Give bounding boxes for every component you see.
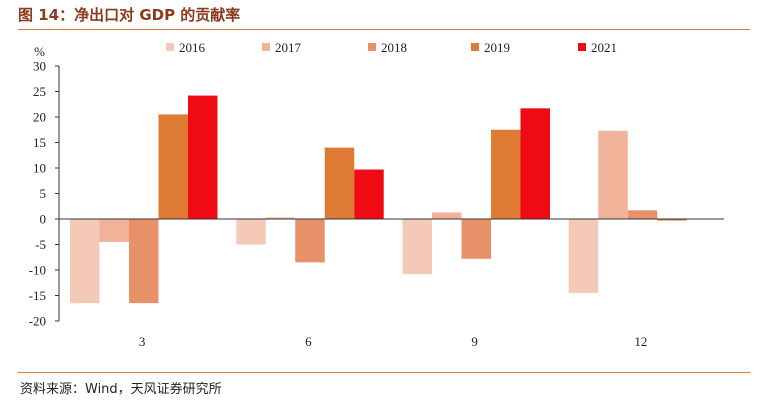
y-tick-label: -5 xyxy=(35,237,46,252)
bar-2017-6 xyxy=(265,217,296,219)
legend-label-2021: 2021 xyxy=(591,40,617,55)
legend-label-2018: 2018 xyxy=(381,40,407,55)
bar-2016-9 xyxy=(402,219,432,275)
bar-2019-6 xyxy=(324,147,355,219)
chart-title: 图 14：净出口对 GDP 的贡献率 xyxy=(18,6,241,24)
x-tick-label: 12 xyxy=(634,334,647,349)
bar-2018-12 xyxy=(627,210,658,219)
bar-2018-3 xyxy=(129,219,159,304)
y-unit-label: % xyxy=(34,44,45,59)
bar-2021-9 xyxy=(520,108,550,219)
source-note: 资料来源：Wind，天风证券研究所 xyxy=(20,382,222,397)
bar-2021-3 xyxy=(188,95,218,219)
y-tick-label: 5 xyxy=(40,186,47,201)
bar-2017-3 xyxy=(99,219,129,242)
source-divider xyxy=(18,372,750,373)
bar-2016-6 xyxy=(236,219,266,245)
bar-2019-12 xyxy=(657,219,687,221)
y-tick-label: -15 xyxy=(29,288,46,303)
bar-2017-12 xyxy=(598,130,628,219)
bar-2019-3 xyxy=(158,114,188,219)
bar-2017-9 xyxy=(432,212,462,219)
y-tick-label: 25 xyxy=(33,84,46,99)
bar-2018-6 xyxy=(295,219,325,263)
x-tick-label: 6 xyxy=(305,334,312,349)
legend-swatch-2017 xyxy=(262,43,270,51)
y-tick-label: -20 xyxy=(29,314,46,329)
legend-label-2019: 2019 xyxy=(484,40,510,55)
bar-2018-9 xyxy=(461,219,491,259)
legend-label-2017: 2017 xyxy=(275,40,302,55)
y-tick-label: 10 xyxy=(33,161,46,176)
y-tick-label: 15 xyxy=(33,135,46,150)
bars xyxy=(70,95,687,304)
legend: 2016 2017 2018 2019 2021 xyxy=(166,40,617,55)
y-tick-label: 30 xyxy=(33,59,46,74)
title-divider xyxy=(18,29,750,30)
legend-swatch-2019 xyxy=(471,43,479,51)
x-axis: 3 6 9 12 xyxy=(59,218,724,349)
bar-2016-3 xyxy=(70,219,100,304)
y-tick-label: 20 xyxy=(33,110,46,125)
legend-swatch-2021 xyxy=(578,43,586,51)
bar-2021-6 xyxy=(354,169,384,219)
legend-swatch-2016 xyxy=(166,43,174,51)
legend-label-2016: 2016 xyxy=(179,40,206,55)
legend-swatch-2018 xyxy=(368,43,376,51)
bar-2019-9 xyxy=(491,129,521,219)
y-axis: 30 25 20 15 10 5 0 -5 -10 -15 -20% xyxy=(29,44,60,329)
bar-2016-12 xyxy=(568,219,599,293)
y-tick-label: -10 xyxy=(29,263,46,278)
x-tick-label: 3 xyxy=(139,334,146,349)
x-tick-label: 9 xyxy=(471,334,478,349)
y-tick-label: 0 xyxy=(40,212,47,227)
